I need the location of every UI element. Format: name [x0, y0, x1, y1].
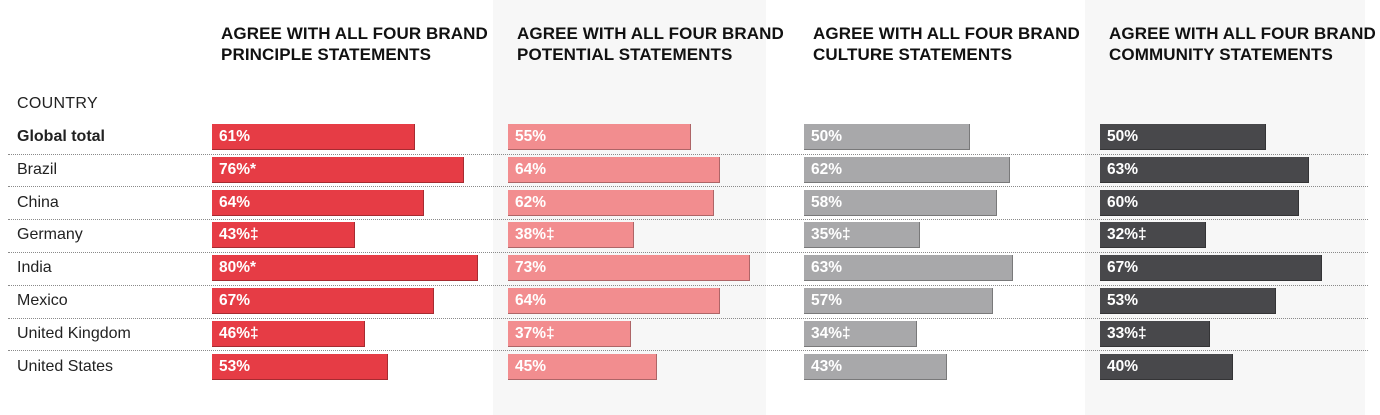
bar-value-label: 67%: [219, 292, 251, 309]
bar-value-label: 73%: [515, 259, 547, 277]
bar-3: [804, 353, 947, 380]
bar-1: [212, 288, 435, 314]
category-label: Mexico: [17, 292, 68, 309]
bar-value-label: 64%: [219, 193, 251, 211]
bar-value-label: 76%*: [219, 160, 257, 178]
category-label: United States: [17, 357, 114, 375]
row-divider: [8, 317, 1368, 319]
category-label: Global total: [17, 128, 105, 145]
row-divider: [8, 350, 1368, 352]
series-header-1: AGREE WITH ALL FOUR BRAND PRINCIPLE STAT…: [221, 24, 488, 64]
bar-2: [508, 189, 714, 216]
bar-4: [1100, 255, 1323, 282]
bar-value-label: 34%‡: [811, 324, 851, 342]
bar-value-label: 63%: [1107, 160, 1139, 178]
bar-value-label: 62%: [515, 193, 547, 211]
bar-3: [804, 320, 917, 347]
bar-value-label: 61%: [219, 128, 251, 145]
series-header-4: AGREE WITH ALL FOUR BRAND COMMUNITY STAT…: [1109, 24, 1376, 64]
bar-value-label: 37%‡: [515, 324, 555, 342]
bar-4: [1100, 189, 1300, 216]
bar-value-label: 62%: [811, 160, 843, 178]
bar-value-label: 32%‡: [1107, 226, 1147, 244]
category-label: China: [17, 193, 59, 211]
bar-3: [804, 222, 921, 249]
bar-1: [212, 222, 355, 249]
bar-value-label: 53%: [1107, 292, 1139, 309]
bar-2: [508, 156, 721, 183]
row-header: COUNTRY: [17, 95, 98, 112]
bar-1: [212, 255, 478, 282]
row-divider: [8, 251, 1368, 253]
category-label: Brazil: [17, 160, 58, 178]
bar-value-label: 45%: [515, 357, 547, 375]
bar-3: [804, 124, 970, 150]
bar-4: [1100, 156, 1310, 183]
bar-value-label: 50%: [1107, 128, 1139, 145]
bar-2: [508, 288, 721, 314]
bar-3: [804, 288, 994, 314]
bar-value-label: 43%: [811, 357, 843, 375]
row-divider: [8, 186, 1368, 188]
bar-value-label: 63%: [811, 259, 843, 277]
bar-value-label: 57%: [811, 292, 843, 309]
bar-value-label: 64%: [515, 292, 547, 309]
bar-value-label: 53%: [219, 357, 251, 375]
bar-value-label: 67%: [1107, 259, 1139, 277]
bar-value-label: 50%: [811, 128, 843, 145]
bar-4: [1100, 320, 1210, 347]
bar-3: [804, 156, 1010, 183]
bar-4: [1100, 288, 1276, 314]
bar-value-label: 43%‡: [219, 226, 259, 244]
series-header-3: AGREE WITH ALL FOUR BRAND CULTURE STATEM…: [813, 24, 1080, 64]
series-header-2: AGREE WITH ALL FOUR BRAND POTENTIAL STAT…: [517, 24, 784, 64]
bar-1: [212, 320, 365, 347]
bar-value-label: 60%: [1107, 193, 1139, 211]
bar-2: [508, 320, 631, 347]
bar-1: [212, 156, 465, 183]
bar-4: [1100, 222, 1207, 249]
category-label: Germany: [17, 226, 83, 244]
category-label: India: [17, 259, 52, 277]
bar-1: [212, 353, 388, 380]
bar-2: [508, 353, 658, 380]
bar-1: [212, 189, 425, 216]
bar-value-label: 46%‡: [219, 324, 259, 342]
bar-2: [508, 255, 751, 282]
row-divider: [8, 284, 1368, 286]
bar-3: [804, 255, 1014, 282]
bar-value-label: 64%: [515, 160, 547, 178]
category-label: United Kingdom: [17, 324, 131, 342]
bar-value-label: 40%: [1107, 357, 1139, 375]
bar-value-label: 55%: [515, 128, 547, 145]
row-divider: [8, 219, 1368, 221]
bar-3: [804, 189, 997, 216]
bar-value-label: 58%: [811, 193, 843, 211]
bar-2: [508, 124, 691, 150]
bar-value-label: 38%‡: [515, 226, 555, 244]
bar-4: [1100, 353, 1233, 380]
bar-4: [1100, 124, 1266, 150]
row-divider: [8, 153, 1368, 155]
bar-1: [212, 124, 415, 150]
bar-value-label: 33%‡: [1107, 324, 1147, 342]
bar-2: [508, 222, 635, 249]
bar-value-label: 80%*: [219, 259, 257, 277]
bar-value-label: 35%‡: [811, 226, 851, 244]
